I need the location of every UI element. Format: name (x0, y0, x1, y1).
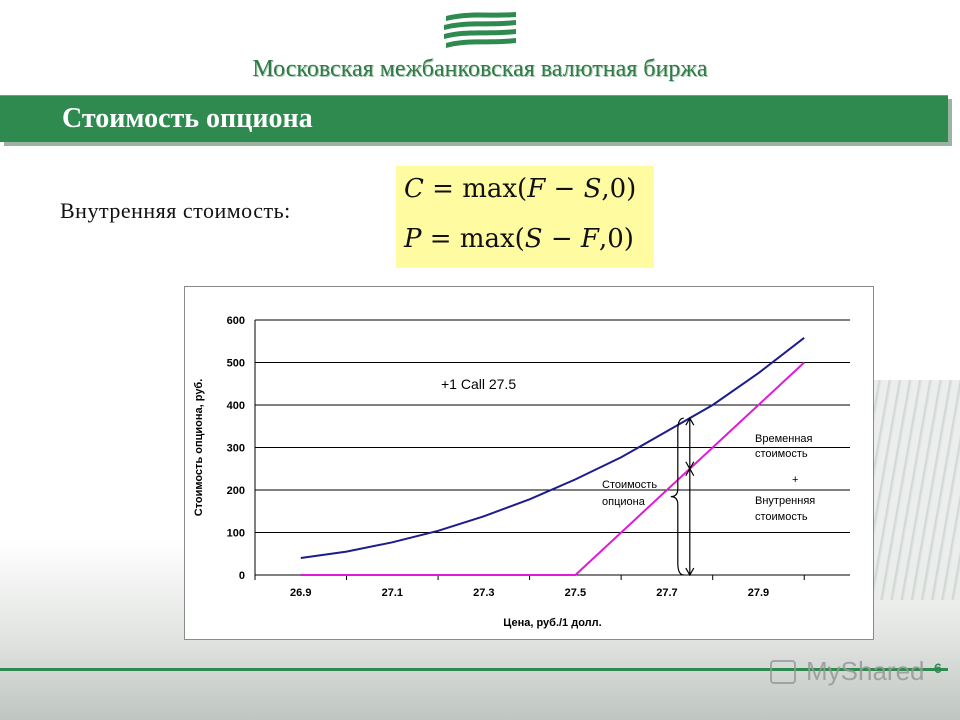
x-tick-label-26.9: 26.9 (290, 587, 311, 599)
slide-title: Стоимость опциона (62, 103, 313, 134)
put-formula: P = max(S − F,0) (404, 224, 634, 254)
call-formula-max: = max( (423, 174, 528, 204)
annotation-time-value-1: Временная (755, 433, 813, 445)
call-formula: C = max(F − S,0) (404, 174, 636, 204)
call-formula-tail: ,0) (601, 174, 637, 204)
y-tick-label-300: 300 (227, 443, 245, 455)
title-bar: Стоимость опциона (0, 95, 948, 142)
y-axis-title: Стоимость опциона, руб. (193, 379, 205, 517)
put-formula-lhs: P (404, 224, 422, 254)
series-line-0 (300, 337, 805, 559)
call-formula-lhs: C (404, 174, 424, 204)
call-formula-minus: − (545, 174, 584, 204)
intrinsic-value-label: Внутренняя стоимость: (60, 198, 291, 223)
annotation-option-value: Стоимость (602, 479, 657, 491)
y-tick-label-100: 100 (227, 528, 245, 540)
background-texture-right (872, 380, 960, 600)
exchange-logo-icon (444, 12, 516, 48)
call-formula-f: F (527, 174, 546, 204)
formula-box: C = max(F − S,0) P = max(S − F,0) (396, 166, 654, 268)
annotation-intrinsic-value-2: стоимость (755, 511, 808, 523)
put-formula-minus: − (542, 224, 581, 254)
exchange-name: Московская межбанковская валютная биржа (252, 56, 708, 82)
y-tick-label-0: 0 (239, 570, 245, 582)
y-tick-label-600: 600 (227, 315, 245, 327)
annotation-intrinsic-value-1: Внутренняя (755, 495, 815, 507)
y-tick-label-500: 500 (227, 358, 245, 370)
put-formula-f: F (580, 224, 599, 254)
put-formula-tail: ,0) (598, 224, 634, 254)
watermark-icon (770, 660, 796, 684)
x-tick-label-27.9: 27.9 (748, 587, 769, 599)
put-formula-max: = max( (421, 224, 525, 254)
call-formula-s: S (583, 174, 602, 204)
footer-line (0, 668, 948, 671)
y-tick-label-400: 400 (227, 400, 245, 412)
option-value-chart: 0 100 200 300 400 500 600 26.9 27.1 27.3 27.5 27.7 2… (193, 315, 850, 629)
x-tick-label-27.5: 27.5 (565, 587, 586, 599)
x-tick-label-27.3: 27.3 (473, 587, 494, 599)
annotation-option-value-2: опциона (602, 496, 646, 508)
annotation-plus: + (792, 474, 798, 486)
put-formula-s: S (524, 224, 543, 254)
watermark: MyShared (806, 656, 925, 686)
y-tick-label-200: 200 (227, 485, 245, 497)
intrinsic-value-arrow-head-top (685, 467, 695, 477)
x-axis-title: Цена, руб./1 долл. (503, 617, 601, 629)
option-value-brace (670, 417, 684, 576)
time-value-arrow-head-top (685, 416, 695, 426)
x-tick-label-27.1: 27.1 (382, 587, 403, 599)
annotation-time-value-2: стоимость (755, 448, 808, 460)
page-number: 6 (934, 660, 942, 676)
x-tick-label-27.7: 27.7 (656, 587, 677, 599)
chart-frame: 0 100 200 300 400 500 600 26.9 27.1 27.3 27.5 27.7 2… (184, 286, 874, 640)
series-line-1 (300, 361, 805, 576)
annotation-call-label: +1 Call 27.5 (441, 376, 516, 392)
intrinsic-value-arrow-head-bottom (685, 567, 695, 577)
